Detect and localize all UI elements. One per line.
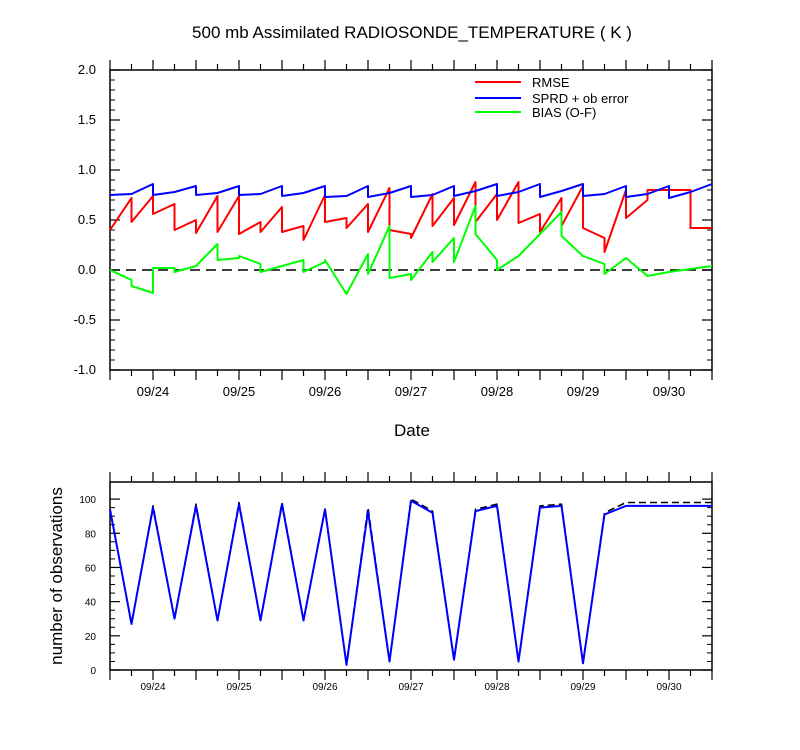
legend-bias-label: BIAS (O-F) xyxy=(532,105,596,120)
top-y-tick-label: -0.5 xyxy=(74,312,96,327)
bottom-y-tick-label: 0 xyxy=(90,666,96,677)
top-y-tick-label: 0.0 xyxy=(78,262,96,277)
top-series-rmse xyxy=(109,181,712,253)
top-y-tick-label: 0.5 xyxy=(78,212,96,227)
bottom-y-tick-label: 20 xyxy=(85,632,97,643)
bottom-x-tick-label: 09/30 xyxy=(656,682,681,693)
top-x-tick-label: 09/28 xyxy=(481,384,514,399)
top-y-tick-label: -1.0 xyxy=(74,362,96,377)
top-x-tick-label: 09/30 xyxy=(653,384,686,399)
top-plot-frame xyxy=(109,69,713,371)
bottom-y-tick-label: 80 xyxy=(85,529,97,540)
legend-rmse-label: RMSE xyxy=(532,75,570,90)
top-axis-ticks: 09/24 09/25 09/26 09/27 09/28 09/29 09/30 2.0 1.… xyxy=(74,60,713,399)
legend: RMSE SPRD + ob error BIAS (O-F) xyxy=(475,75,629,120)
top-x-tick-label: 09/25 xyxy=(223,384,256,399)
top-series-sprd-ob-error xyxy=(109,183,713,199)
top-series-group xyxy=(109,181,713,295)
top-x-tick-label: 09/24 xyxy=(137,384,170,399)
top-x-tick-label: 09/27 xyxy=(395,384,428,399)
bottom-y-tick-label: 40 xyxy=(85,598,97,609)
top-y-tick-label: 2.0 xyxy=(78,62,96,77)
bottom-x-tick-label: 09/26 xyxy=(312,682,337,693)
bottom-panel: 09/24 09/25 09/26 09/27 09/28 09/29 09/30 0 20 40… xyxy=(47,472,713,693)
bottom-axis-ticks: 09/24 09/25 09/26 09/27 09/28 09/29 09/30 0 20 40… xyxy=(79,472,713,693)
bottom-series-assimilated-observations xyxy=(109,499,712,666)
y-axis-title-observations: number of observations xyxy=(47,487,66,665)
top-y-tick-label: 1.5 xyxy=(78,112,96,127)
bottom-x-tick-label: 09/28 xyxy=(484,682,509,693)
bottom-x-tick-label: 09/27 xyxy=(398,682,423,693)
bottom-x-tick-label: 09/24 xyxy=(140,682,165,693)
bottom-x-tick-label: 09/25 xyxy=(226,682,251,693)
bottom-series-group xyxy=(109,498,712,666)
bottom-plot-frame xyxy=(109,481,713,671)
top-y-tick-label: 1.0 xyxy=(78,162,96,177)
chart-title: 500 mb Assimilated RADIOSONDE_TEMPERATUR… xyxy=(192,23,632,42)
bottom-x-tick-label: 09/29 xyxy=(570,682,595,693)
top-x-tick-label: 09/29 xyxy=(567,384,600,399)
legend-sprd-label: SPRD + ob error xyxy=(532,91,629,106)
top-series-bias-o-f xyxy=(109,205,713,295)
top-x-tick-label: 09/26 xyxy=(309,384,342,399)
bottom-y-tick-label: 60 xyxy=(85,563,97,574)
bottom-y-tick-label: 100 xyxy=(79,495,96,506)
top-panel: 09/24 09/25 09/26 09/27 09/28 09/29 09/30 2.0 1.… xyxy=(74,60,713,440)
x-axis-title: Date xyxy=(394,421,430,440)
